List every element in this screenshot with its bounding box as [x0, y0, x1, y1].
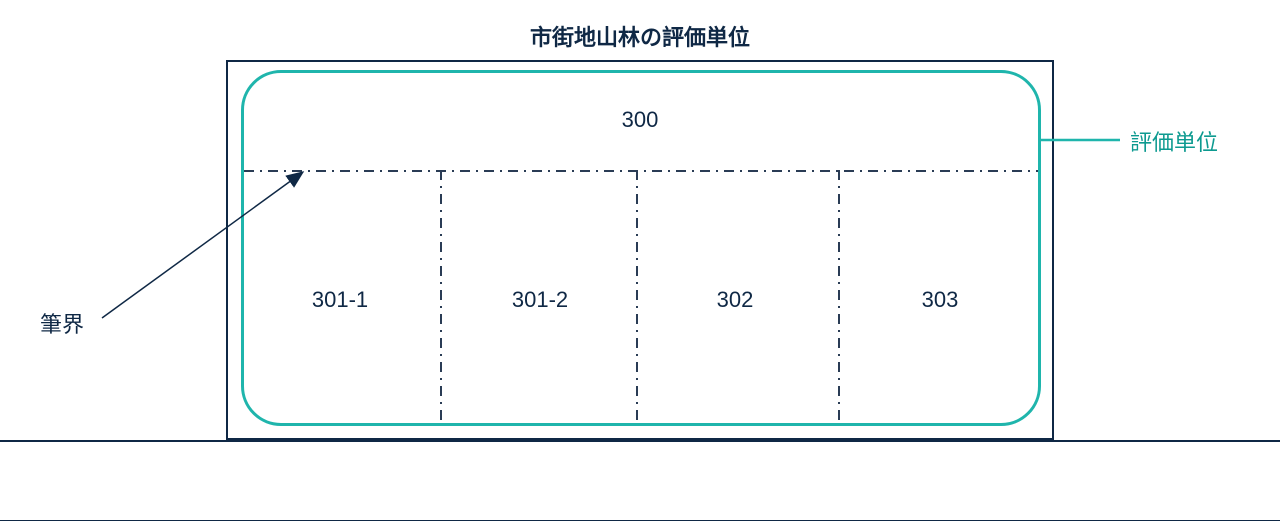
parcel-label-301-1: 301-1: [312, 287, 368, 313]
right-annotation-label: 評価単位: [1130, 125, 1218, 157]
parcel-label-top: 300: [622, 107, 659, 133]
vertical-boundary-line-1: [440, 170, 442, 425]
diagram-title: 市街地山林の評価単位: [530, 20, 750, 52]
parcel-label-302: 302: [717, 287, 754, 313]
parcel-label-303: 303: [922, 287, 959, 313]
horizontal-boundary-line: [244, 170, 1038, 172]
vertical-boundary-line-3: [838, 170, 840, 425]
parcel-label-301-2: 301-2: [512, 287, 568, 313]
vertical-boundary-line-2: [636, 170, 638, 425]
left-annotation-label: 筆界: [40, 307, 84, 339]
ground-line: [0, 440, 1280, 442]
bottom-rule: [0, 520, 1280, 521]
